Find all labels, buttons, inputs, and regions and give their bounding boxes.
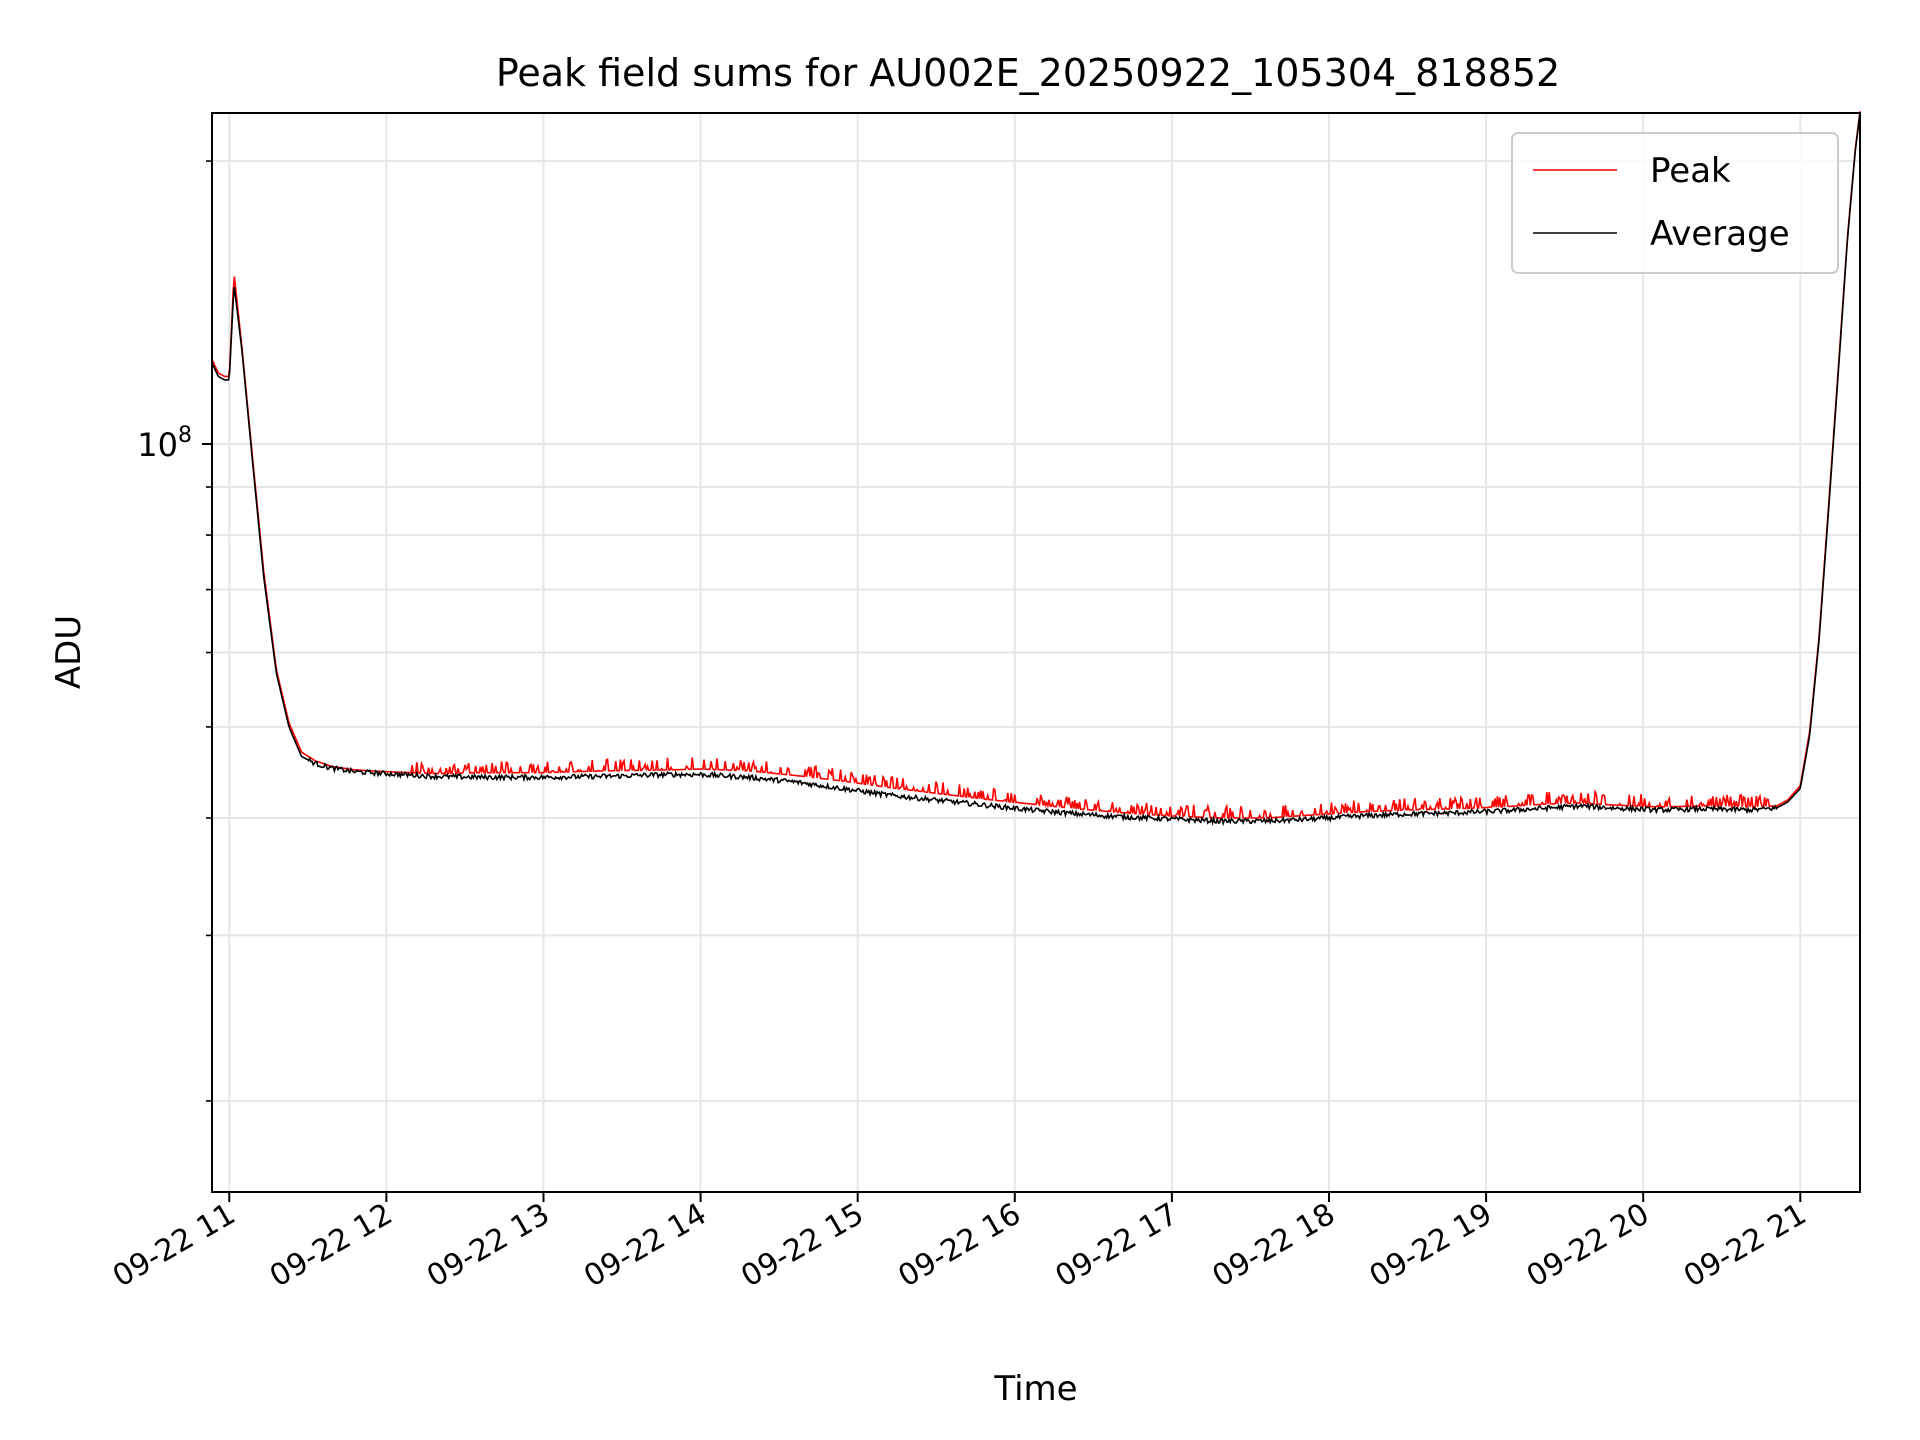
- y-tick-exponent: 8: [178, 423, 192, 448]
- legend-box: [1511, 132, 1839, 274]
- legend: Peak Average: [1511, 132, 1839, 274]
- chart-title: Peak field sums for AU002E_20250922_1053…: [496, 51, 1560, 95]
- grid: [212, 113, 1860, 1192]
- legend-peak-label: Peak: [1650, 151, 1731, 191]
- series-layer: [211, 111, 1861, 827]
- legend-average-label: Average: [1650, 214, 1790, 254]
- y-axis-label: ADU: [49, 615, 89, 689]
- series-average-line: [211, 112, 1861, 827]
- x-axis-label: Time: [993, 1369, 1077, 1409]
- series-peak-line: [211, 111, 1861, 819]
